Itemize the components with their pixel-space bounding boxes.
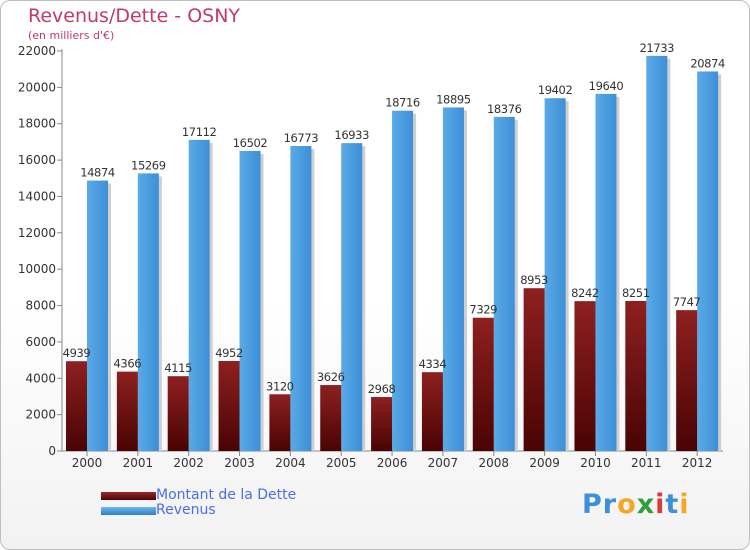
bar-revenus	[87, 180, 108, 451]
data-label-dette: 4939	[63, 346, 91, 360]
y-tick-label: 10000	[18, 262, 56, 276]
data-label-revenus: 15269	[131, 158, 166, 172]
data-label-revenus: 19640	[589, 79, 624, 93]
legend-label-revenus: Revenus	[156, 502, 216, 518]
logo-letter: o	[617, 489, 637, 520]
data-label-revenus: 19402	[538, 83, 573, 97]
bar-revenus	[290, 146, 312, 451]
bar-dette	[116, 371, 138, 451]
logo-letter: t	[665, 489, 680, 520]
bar-revenus	[697, 71, 719, 452]
data-label-dette: 4115	[164, 361, 192, 375]
data-label-dette: 4366	[114, 357, 142, 371]
data-label-revenus: 16773	[284, 131, 319, 145]
data-label-dette: 8251	[622, 286, 650, 300]
bar-revenus	[239, 150, 261, 452]
y-tick-label: 20000	[18, 80, 56, 94]
bar-dette	[676, 310, 698, 451]
legend-swatch-dette	[101, 492, 156, 500]
data-label-revenus: 18895	[436, 92, 471, 106]
x-tick-label: 2002	[173, 456, 204, 470]
bar-dette	[218, 360, 240, 451]
x-tick-label: 2000	[72, 456, 103, 470]
data-label-dette: 7747	[673, 295, 701, 309]
data-label-dette: 8953	[520, 273, 548, 287]
bar-revenus	[646, 55, 668, 451]
y-tick-label: 4000	[25, 371, 56, 385]
x-tick-label: 2010	[580, 456, 611, 470]
data-label-revenus: 18716	[385, 96, 420, 110]
x-tick-label: 2007	[428, 456, 459, 470]
data-label-dette: 4334	[419, 357, 447, 371]
bar-revenus	[341, 143, 363, 452]
data-label-dette: 4952	[215, 346, 243, 360]
logo-letter: P	[582, 489, 603, 520]
bar-dette	[66, 361, 87, 451]
x-tick-label: 2005	[326, 456, 357, 470]
chart-subtitle: (en milliers d'€)	[28, 29, 115, 42]
data-label-dette: 2968	[368, 382, 396, 396]
x-tick-label: 2004	[275, 456, 306, 470]
bar-dette	[472, 317, 494, 451]
bar-dette	[320, 385, 342, 451]
bar-revenus	[137, 173, 159, 451]
x-tick-label: 2011	[631, 456, 662, 470]
data-label-dette: 3120	[266, 379, 294, 393]
bar-revenus	[544, 98, 566, 452]
x-tick-label: 2006	[377, 456, 408, 470]
legend-label-dette: Montant de la Dette	[156, 487, 297, 503]
y-tick-label: 8000	[25, 299, 56, 313]
data-label-revenus: 16933	[334, 128, 369, 142]
data-label-revenus: 21733	[640, 41, 675, 55]
bar-revenus	[188, 139, 210, 451]
data-label-dette: 8242	[571, 286, 599, 300]
bar-dette	[625, 300, 647, 451]
bar-dette	[167, 376, 189, 451]
bar-revenus	[595, 93, 617, 451]
y-tick-label: 14000	[18, 189, 56, 203]
y-tick-label: 6000	[25, 335, 56, 349]
y-tick-label: 22000	[18, 44, 56, 58]
data-label-revenus: 20874	[690, 56, 725, 70]
data-label-revenus: 16502	[233, 136, 268, 150]
data-label-dette: 7329	[469, 303, 497, 317]
proxiti-logo: Proxiti	[582, 489, 690, 520]
x-tick-label: 2008	[478, 456, 509, 470]
x-tick-label: 2001	[123, 456, 154, 470]
bar-revenus	[442, 107, 464, 452]
logo-letter: x	[636, 489, 656, 520]
x-tick-label: 2012	[682, 456, 713, 470]
y-tick-label: 2000	[25, 408, 56, 422]
bar-dette	[421, 372, 443, 451]
y-tick-label: 12000	[18, 226, 56, 240]
bar-dette	[574, 301, 596, 451]
y-tick-label: 18000	[18, 117, 56, 131]
y-tick-label: 0	[48, 444, 56, 458]
y-tick-label: 16000	[18, 153, 56, 167]
bar-revenus	[493, 116, 515, 452]
bar-dette	[523, 288, 545, 451]
data-label-dette: 3626	[317, 370, 345, 384]
data-label-revenus: 18376	[487, 102, 522, 116]
legend-swatch-revenus	[101, 507, 156, 515]
chart-title: Revenus/Dette - OSNY	[28, 5, 241, 27]
bar-revenus	[392, 110, 414, 451]
data-label-revenus: 17112	[182, 125, 217, 139]
x-tick-label: 2009	[529, 456, 560, 470]
logo-letter: i	[655, 489, 666, 520]
x-tick-label: 2003	[224, 456, 255, 470]
bar-dette	[371, 397, 393, 451]
logo-letter: r	[602, 489, 618, 520]
data-label-revenus: 14874	[80, 166, 115, 180]
logo-letter: i	[679, 489, 690, 520]
bar-dette	[269, 394, 291, 451]
